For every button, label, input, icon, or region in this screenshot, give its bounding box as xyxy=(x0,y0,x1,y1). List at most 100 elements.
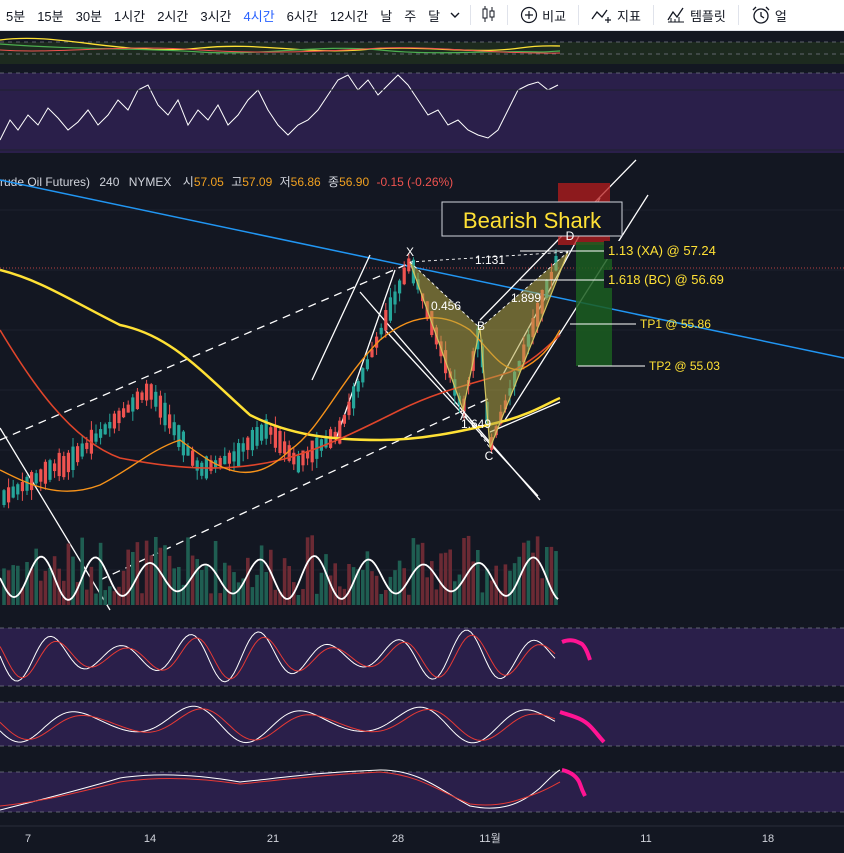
volume-bar xyxy=(11,565,15,605)
candle xyxy=(154,385,158,412)
volume-bar xyxy=(62,580,66,605)
volume-bar xyxy=(34,548,38,605)
ratio-xd-label: 1.131 xyxy=(475,253,505,267)
channel-lower-line[interactable] xyxy=(99,397,491,581)
open-label: 시 xyxy=(182,175,194,189)
candle-style-icon[interactable] xyxy=(477,5,501,26)
compare-label: 비교 xyxy=(542,8,567,24)
change-value: -0.15 (-0.26%) xyxy=(376,175,454,189)
volume-bar xyxy=(140,593,144,605)
tp1-level-label: TP1 @ 55.86 xyxy=(640,317,711,331)
candle xyxy=(108,413,112,437)
timeframe-5[interactable]: 3시간 xyxy=(200,8,232,24)
bearish-shark-pattern[interactable]: Bearish Shark X A B C D 0.456 1.649 1.89… xyxy=(406,201,623,463)
forecast-arrow-3 xyxy=(561,768,587,797)
volume-bar xyxy=(195,559,199,605)
timeframe-10[interactable]: 주 xyxy=(404,8,417,24)
timeframe-3[interactable]: 1시간 xyxy=(114,8,146,24)
timeframe-8[interactable]: 12시간 xyxy=(329,8,369,24)
candle xyxy=(223,447,227,465)
candle xyxy=(191,446,195,468)
candle xyxy=(181,429,185,463)
volume-bar xyxy=(232,572,236,605)
toolbar-divider xyxy=(737,5,739,25)
volume-bar xyxy=(264,571,268,605)
timeframe-4[interactable]: 2시간 xyxy=(157,8,189,24)
candle xyxy=(278,428,282,456)
channel-upper-line[interactable] xyxy=(0,262,411,441)
volume-bar xyxy=(163,545,167,605)
timeframe-dropdown-chevron-icon[interactable] xyxy=(446,8,464,23)
volume-bar xyxy=(453,581,457,605)
volume-bar xyxy=(121,570,126,605)
time-axis-label: 21 xyxy=(267,833,279,845)
candle xyxy=(352,382,356,416)
interval[interactable]: 240 xyxy=(99,175,120,189)
volume-bar xyxy=(149,555,153,605)
volume-bar xyxy=(310,535,314,605)
timeframe-1[interactable]: 15분 xyxy=(37,8,64,24)
timeframe-6[interactable]: 4시간 xyxy=(243,8,275,24)
volume-bar xyxy=(356,569,360,605)
volume-bar xyxy=(250,587,255,605)
toolbar-divider xyxy=(507,5,509,25)
volume-bar xyxy=(167,555,172,605)
volume-bar xyxy=(301,589,305,605)
volume-bar xyxy=(108,586,112,605)
alert-button[interactable]: 얼 xyxy=(745,5,793,25)
volume-bar xyxy=(407,594,411,605)
timeframe-0[interactable]: 5분 xyxy=(6,8,26,24)
top-oscillator-pane xyxy=(0,37,844,64)
timeframe-7[interactable]: 6시간 xyxy=(286,8,318,24)
volume-bar xyxy=(172,568,176,605)
candle xyxy=(402,261,406,286)
volume-bar xyxy=(223,562,227,605)
compare-button[interactable]: 비교 xyxy=(514,6,572,25)
volume-bar xyxy=(103,590,107,605)
bc-level-label: 1.618 (BC) @ 56.69 xyxy=(608,272,724,287)
volume-bar xyxy=(347,564,351,605)
candle xyxy=(94,424,98,445)
volume-bar xyxy=(480,592,485,605)
price-chart[interactable]: Bearish Shark X A B C D 0.456 1.649 1.89… xyxy=(0,30,844,853)
time-axis-label: 14 xyxy=(144,833,156,845)
candle xyxy=(260,423,264,445)
target-zone[interactable] xyxy=(576,242,612,366)
xa-level-label: 1.13 (XA) @ 57.24 xyxy=(608,243,716,258)
stochastic-pane-2 xyxy=(0,701,844,747)
indicators-button[interactable]: 지표 xyxy=(585,6,647,25)
close-label: 종 xyxy=(328,175,340,189)
volume-bar xyxy=(20,587,25,605)
templates-button[interactable]: 템플릿 xyxy=(660,6,732,25)
volume-bar xyxy=(25,561,29,605)
candle xyxy=(25,474,29,495)
volume-bar xyxy=(278,591,282,605)
trend-line[interactable] xyxy=(0,179,844,359)
volume-bar xyxy=(48,567,52,605)
volume-bar xyxy=(315,593,319,605)
candle xyxy=(168,404,172,434)
timeframe-2[interactable]: 30분 xyxy=(75,8,103,24)
candle xyxy=(209,455,213,475)
volume-bar xyxy=(351,567,356,605)
moving-averages xyxy=(0,268,561,492)
toolbar-divider xyxy=(652,5,654,25)
exchange: NYMEX xyxy=(128,175,172,189)
candle xyxy=(241,437,245,462)
time-axis[interactable]: 7 14 21 28 11월 11 18 xyxy=(0,825,844,853)
candle xyxy=(393,284,397,314)
volume-bar xyxy=(333,563,337,605)
volume-bar xyxy=(209,593,213,605)
volume-bar xyxy=(269,549,273,605)
candle xyxy=(356,378,360,398)
volume-bars xyxy=(2,535,558,605)
volume-bar xyxy=(370,571,374,605)
candle xyxy=(398,278,402,302)
volume-bar xyxy=(319,572,324,605)
timeframe-11[interactable]: 달 xyxy=(428,8,441,24)
volume-bar xyxy=(181,584,186,605)
alert-label: 얼 xyxy=(774,8,787,24)
price-pane xyxy=(0,159,844,611)
timeframe-9[interactable]: 날 xyxy=(380,8,393,24)
indicators-icon xyxy=(591,7,613,23)
